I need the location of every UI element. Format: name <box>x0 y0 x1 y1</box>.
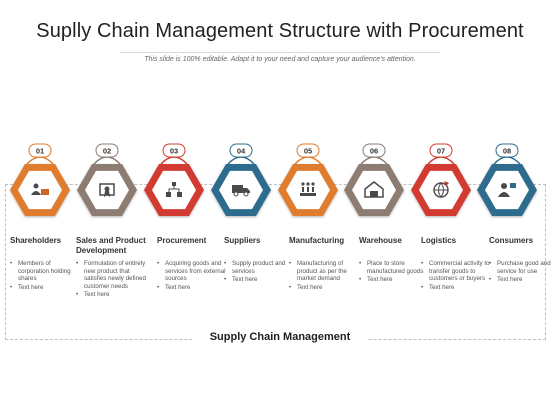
step-bullet-list: Supply product and servicesText here <box>224 260 296 284</box>
certificate-icon <box>99 183 115 197</box>
slide-title: Suplly Chain Management Structure with P… <box>36 20 524 42</box>
step-bullet: Text here <box>157 284 229 292</box>
shareholder-icon <box>31 183 49 195</box>
step-number-badge <box>229 143 253 158</box>
step-number-badge <box>296 143 320 158</box>
step-number: 01 <box>36 147 44 156</box>
step-03-node: 03 <box>144 143 204 216</box>
step-bullet: Text here <box>289 284 361 292</box>
step-bullet-list: Formulation of entirely new product that… <box>76 260 148 299</box>
step-bullet: Manufacturing of product as per the mark… <box>289 260 361 283</box>
step-connector-arc <box>93 156 121 165</box>
step-bullet: Formulation of entirely new product that… <box>76 260 148 290</box>
step-title: Procurement <box>157 236 207 245</box>
step-01-column: Shareholders Members of corporation holdi… <box>10 236 82 292</box>
step-bullet-list: Purchase good and service for useText he… <box>489 260 560 284</box>
step-title: Consumers <box>489 236 534 245</box>
step-bullet-list: Members of corporation holding sharesTex… <box>10 260 82 291</box>
step-04-node: 04 <box>211 143 271 216</box>
step-bullet: Place to store manufactured goods <box>359 260 431 275</box>
step-04-column: Suppliers Supply product and servicesText… <box>224 236 296 285</box>
step-bullet: Text here <box>421 284 493 292</box>
step-connector-arc <box>427 156 455 165</box>
step-number: 04 <box>237 147 246 156</box>
step-number: 03 <box>170 147 178 156</box>
step-number: 08 <box>503 147 511 156</box>
step-connector-arc <box>493 156 521 165</box>
step-07-node: 07 <box>411 143 471 216</box>
warehouse-icon <box>364 181 384 198</box>
step-bullet: Text here <box>359 276 431 284</box>
step-connector-arc <box>227 156 255 165</box>
step-05-node: 05 <box>278 143 338 216</box>
step-08-column: Consumers Purchase good and service for u… <box>489 236 560 285</box>
step-06-node: 06 <box>344 143 404 216</box>
step-title: Sales and Product Development <box>76 236 146 255</box>
step-number-badge <box>495 143 519 158</box>
delivery-truck-icon <box>232 185 250 197</box>
title-divider <box>120 52 440 53</box>
step-06-column: Warehouse Place to store manufactured goo… <box>359 236 431 285</box>
step-bullet: Text here <box>10 284 82 292</box>
step-03-column: Procurement Acquiring goods and services … <box>157 236 229 292</box>
process-steps-graphic: 01 02 03 04 05 06 07 08 <box>10 143 537 216</box>
step-connector-arc <box>294 156 322 165</box>
step-title: Logistics <box>421 236 457 245</box>
step-title: Warehouse <box>359 236 402 245</box>
step-bullet-list: Place to store manufactured goodsText he… <box>359 260 431 284</box>
step-bullet-list: Commercial activity to transfer goods to… <box>421 260 493 291</box>
step-connector-arc <box>160 156 188 165</box>
step-bullet: Members of corporation holding shares <box>10 260 82 283</box>
step-number-badge <box>362 143 386 158</box>
step-number-badge <box>429 143 453 158</box>
step-02-column: Sales and Product Development Formulation… <box>76 236 148 300</box>
slide-subtitle: This slide is 100% editable. Adapt it to… <box>144 56 416 63</box>
step-hexagon-inner <box>152 170 196 210</box>
step-hexagon-inner <box>485 170 529 210</box>
step-bullet: Purchase good and service for use <box>489 260 560 275</box>
step-number: 02 <box>103 147 111 156</box>
step-number-badge <box>95 143 119 158</box>
step-bullet: Text here <box>489 276 560 284</box>
step-05-column: Manufacturing Manufacturing of product as… <box>289 236 361 292</box>
step-number-badge <box>162 143 186 158</box>
step-connector-arc <box>26 156 54 165</box>
step-title: Suppliers <box>224 236 261 245</box>
factory-icon <box>300 182 316 196</box>
procurement-network-icon <box>166 182 182 197</box>
globe-logistics-icon <box>433 181 449 198</box>
consumer-icon <box>498 183 516 197</box>
step-bullet: Commercial activity to transfer goods to… <box>421 260 493 283</box>
step-08-node: 08 <box>477 143 537 216</box>
step-number: 06 <box>370 147 378 156</box>
step-bullet: Supply product and services <box>224 260 296 275</box>
step-07-column: Logistics Commercial activity to transfer… <box>421 236 493 292</box>
step-connector-arc <box>360 156 388 165</box>
step-hexagon-inner <box>18 170 62 210</box>
step-title: Manufacturing <box>289 236 345 245</box>
step-hexagon-inner <box>352 170 396 210</box>
step-bullet: Text here <box>224 276 296 284</box>
step-01-node: 01 <box>10 143 70 216</box>
step-bullet: Acquiring goods and services from extern… <box>157 260 229 283</box>
step-02-node: 02 <box>77 143 137 216</box>
step-number: 05 <box>304 147 312 156</box>
step-bullet-list: Acquiring goods and services from extern… <box>157 260 229 291</box>
step-bullet: Text here <box>76 291 148 299</box>
step-bullet-list: Manufacturing of product as per the mark… <box>289 260 361 291</box>
supply-chain-label: Supply Chain Management <box>192 331 368 347</box>
step-title: Shareholders <box>10 236 62 245</box>
step-number: 07 <box>437 147 445 156</box>
step-number-badge <box>28 143 52 158</box>
